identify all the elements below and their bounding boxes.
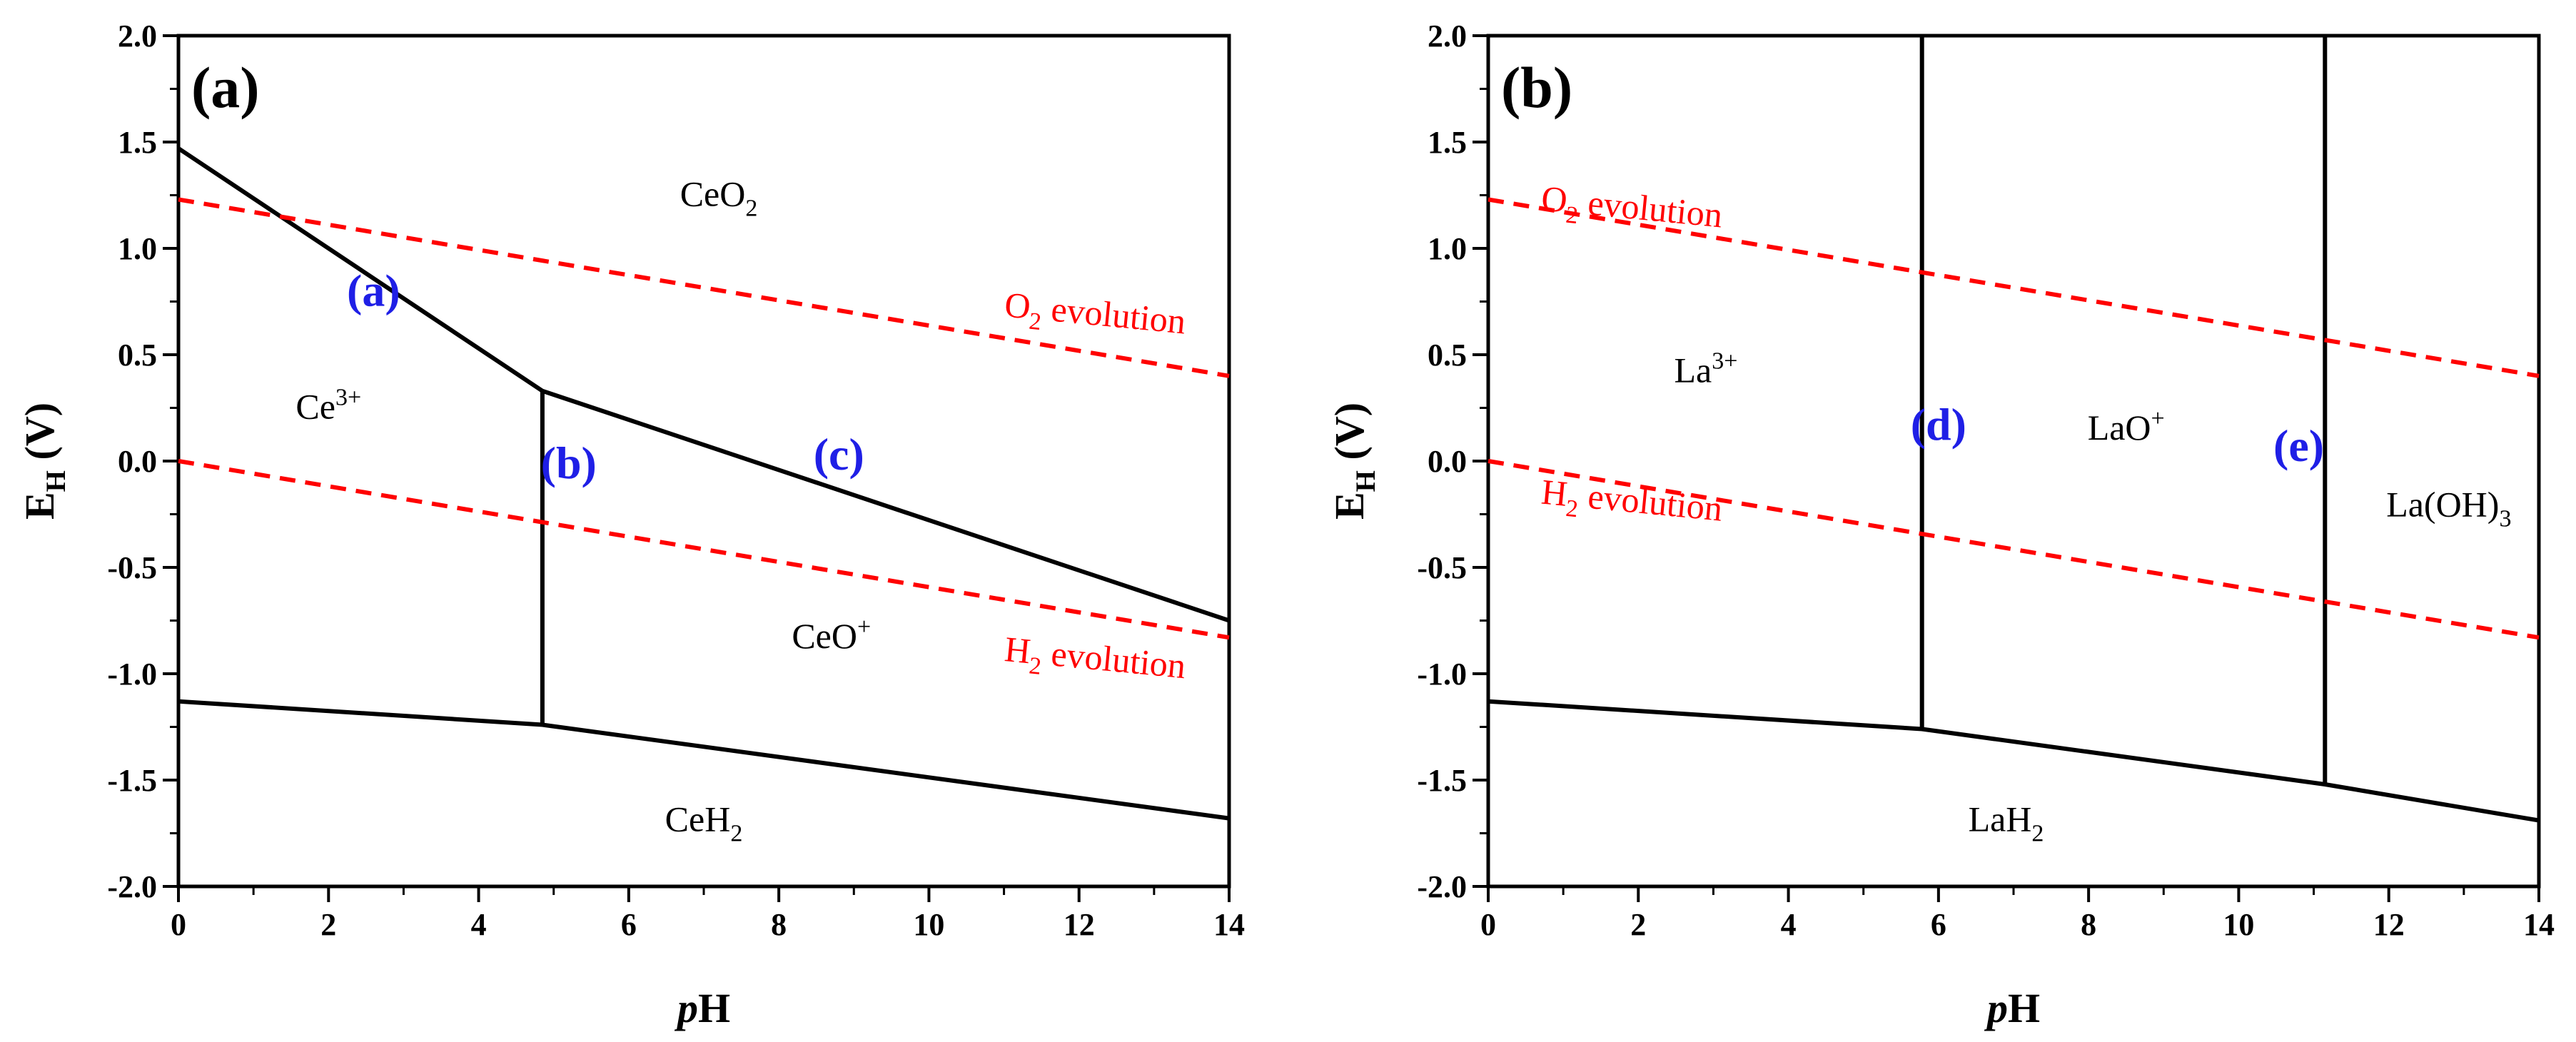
panel-a-label: (a) — [191, 55, 260, 120]
point-label-b: (b) — [541, 437, 597, 488]
region-label-ceo2: CeO2 — [680, 173, 758, 221]
x-axis-title: pH — [1984, 985, 2040, 1031]
y-tick-label: -0.5 — [1417, 550, 1467, 585]
y-tick-label: 2.0 — [118, 19, 157, 54]
region-label-lao: LaO+ — [2088, 405, 2165, 447]
point-label-c: (c) — [814, 429, 864, 480]
panel-b-group: 0 2 4 6 8 10 12 14 2.0 1.5 1.0 0.5 0.0 -0.5 -1.0 -1.5 -2… — [1326, 19, 2555, 1031]
region-label-la3: La3+ — [1674, 348, 1737, 390]
x-tick-label: 10 — [913, 907, 944, 942]
x-tick-label: 0 — [171, 907, 186, 942]
region-label-ce3: Ce3+ — [296, 384, 361, 426]
reference-label-h2-evolution: H2 evolution — [1002, 629, 1188, 694]
y-tick-label: -2.0 — [107, 869, 157, 904]
point-label-a: (a) — [347, 265, 400, 315]
series-hydride-boundary — [1487, 699, 2540, 823]
region-label-ceh2: CeH2 — [665, 799, 743, 847]
series-hydride-boundary — [178, 699, 1230, 821]
y-tick-label: -1.5 — [1417, 763, 1467, 798]
y-tick-label: -2.0 — [1417, 869, 1467, 904]
x-tick-label: 14 — [2523, 907, 2555, 942]
y-tick-label: 0.0 — [118, 444, 157, 479]
x-tick-label: 8 — [771, 907, 787, 942]
x-tick-label: 2 — [1630, 907, 1646, 942]
x-tick-label: 8 — [2081, 907, 2096, 942]
panel-a-plot-frame — [176, 34, 1231, 889]
reference-label-o2-evolution: O2 evolution — [1002, 284, 1188, 349]
series-h2-evolution — [178, 459, 1230, 640]
region-label-ceo: CeO+ — [792, 614, 871, 656]
y-tick-label: 0.0 — [1428, 444, 1467, 479]
x-axis-title: pH — [674, 985, 730, 1031]
y-tick-label: -0.5 — [107, 550, 157, 585]
reference-label-h2-evolution: H2 evolution — [1539, 472, 1724, 537]
x-tick-label: 4 — [471, 907, 487, 942]
x-tick-label: 4 — [1781, 907, 1797, 942]
x-tick-label: 6 — [1931, 907, 1946, 942]
region-label-laoh3: La(OH)3 — [2386, 484, 2511, 532]
series-ceo-ceo2-boundary — [541, 388, 1230, 623]
series-o2-evolution — [1487, 197, 2540, 378]
panel-a-group: 0 2 4 6 8 10 12 14 2.0 1.5 1.0 0.5 0.0 -0.5 -1.0 -1.5 -2… — [16, 19, 1245, 1031]
y-tick-label: 1.5 — [1428, 125, 1467, 160]
x-tick-label: 6 — [621, 907, 637, 942]
region-label-lah2: LaH2 — [1969, 799, 2044, 847]
x-tick-label: 10 — [2223, 907, 2254, 942]
y-tick-label: 1.5 — [118, 125, 157, 160]
y-tick-label: 0.5 — [118, 338, 157, 373]
y-tick-label: 1.0 — [118, 231, 157, 266]
x-tick-label: 12 — [1064, 907, 1095, 942]
y-tick-label: 0.5 — [1428, 338, 1467, 373]
series-h2-evolution — [1487, 459, 2540, 640]
point-label-e: (e) — [2273, 420, 2324, 471]
series-ce3-ceo2-boundary — [177, 146, 544, 393]
point-label-d: (d) — [1911, 399, 1966, 450]
panel-b-plot-frame — [1486, 34, 2541, 889]
y-tick-label: 1.0 — [1428, 231, 1467, 266]
series-o2-evolution — [178, 197, 1230, 378]
y-tick-label: -1.0 — [1417, 657, 1467, 692]
x-tick-label: 14 — [1213, 907, 1245, 942]
x-tick-label: 12 — [2373, 907, 2405, 942]
y-axis-title: EH (V) — [1326, 403, 1381, 520]
y-axis-title: EH (V) — [16, 403, 71, 520]
x-tick-label: 2 — [320, 907, 336, 942]
y-tick-label: 2.0 — [1428, 19, 1467, 54]
y-tick-label: -1.0 — [107, 657, 157, 692]
x-tick-label: 0 — [1480, 907, 1496, 942]
y-tick-label: -1.5 — [107, 763, 157, 798]
panel-b-label: (b) — [1501, 55, 1572, 120]
